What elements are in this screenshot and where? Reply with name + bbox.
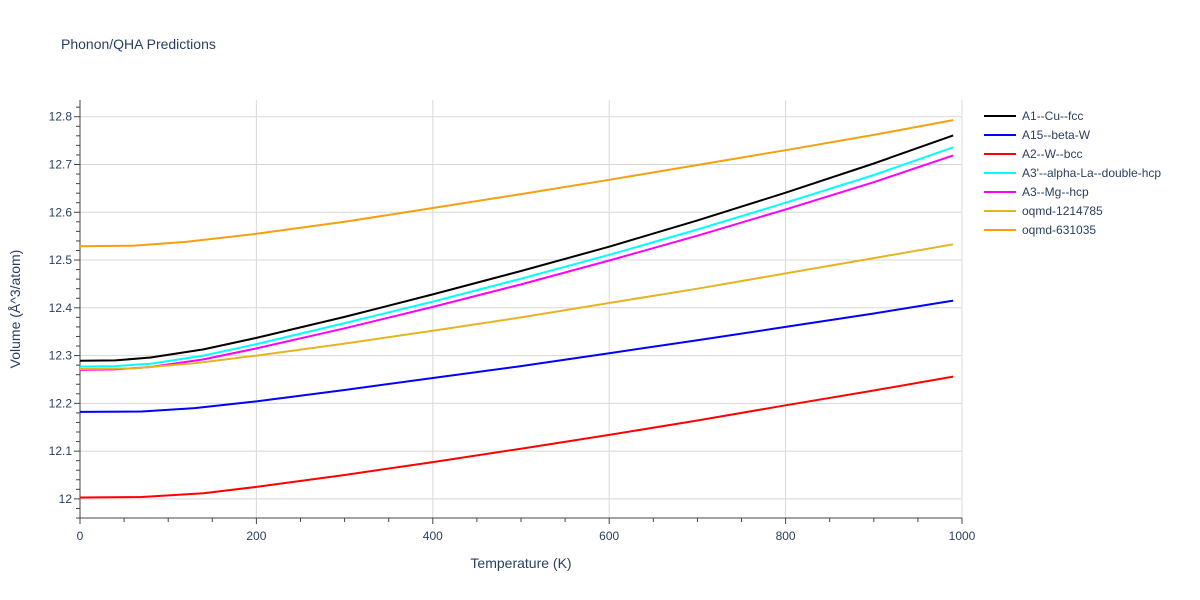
series-line [79, 154, 954, 371]
series-line [79, 119, 954, 248]
x-tick-label: 0 [77, 529, 84, 543]
legend-swatch [984, 228, 1016, 231]
y-tick-label: 12.3 [49, 349, 73, 363]
series-lines [79, 119, 954, 499]
legend-swatch [984, 209, 1016, 212]
axes [74, 100, 963, 524]
legend-label: A2--W--bcc [1022, 146, 1083, 161]
series-line [79, 134, 954, 362]
legend-label: A1--Cu--fcc [1022, 108, 1084, 123]
legend-label: oqmd-1214785 [1022, 203, 1103, 218]
y-tick-label: 12.6 [49, 205, 73, 219]
grid-lines [80, 100, 963, 518]
y-tick-label: 12.5 [49, 253, 73, 267]
x-tick-label: 200 [246, 529, 266, 543]
legend-item[interactable]: oqmd-631035 [984, 220, 1161, 239]
x-tick-label: 400 [423, 529, 443, 543]
legend-item[interactable]: A3'--alpha-La--double-hcp [984, 163, 1161, 182]
legend-swatch [984, 114, 1016, 117]
y-tick-label: 12.8 [49, 110, 73, 124]
series-line [79, 299, 954, 413]
x-tick-label: 600 [599, 529, 619, 543]
legend-swatch [984, 190, 1016, 193]
x-axis-label: Temperature (K) [470, 555, 571, 571]
legend-label: A3'--alpha-La--double-hcp [1022, 165, 1162, 180]
series-line [79, 146, 954, 368]
legend: A1--Cu--fcc A15--beta-W A2--W--bcc A3'--alp… [984, 106, 1161, 239]
legend-label: A3--Mg--hcp [1022, 184, 1089, 199]
legend-swatch [984, 171, 1016, 174]
y-axis-label: Volume (Å^3/atom) [7, 250, 23, 369]
y-tick-label: 12 [59, 492, 73, 506]
legend-label: A15--beta-W [1022, 127, 1091, 142]
legend-swatch [984, 133, 1016, 136]
legend-swatch [984, 152, 1016, 155]
y-tick-label: 12.2 [49, 396, 73, 410]
legend-item[interactable]: A2--W--bcc [984, 144, 1161, 163]
legend-item[interactable]: A1--Cu--fcc [984, 106, 1161, 125]
legend-item[interactable]: oqmd-1214785 [984, 201, 1161, 220]
x-tick-label: 800 [776, 529, 796, 543]
legend-item[interactable]: A15--beta-W [984, 125, 1161, 144]
series-line [79, 243, 954, 370]
x-tick-label: 1000 [949, 529, 976, 543]
y-tick-label: 12.1 [49, 444, 73, 458]
legend-item[interactable]: A3--Mg--hcp [984, 182, 1161, 201]
chart-title: Phonon/QHA Predictions [61, 36, 216, 52]
legend-label: oqmd-631035 [1022, 222, 1097, 237]
series-line [79, 375, 954, 499]
tick-labels: 0 200 400 600 800 1000 12 12.1 12.2 12.3 12.4 12.5 1… [49, 110, 976, 543]
y-tick-label: 12.4 [49, 301, 73, 315]
y-tick-label: 12.7 [49, 157, 73, 171]
